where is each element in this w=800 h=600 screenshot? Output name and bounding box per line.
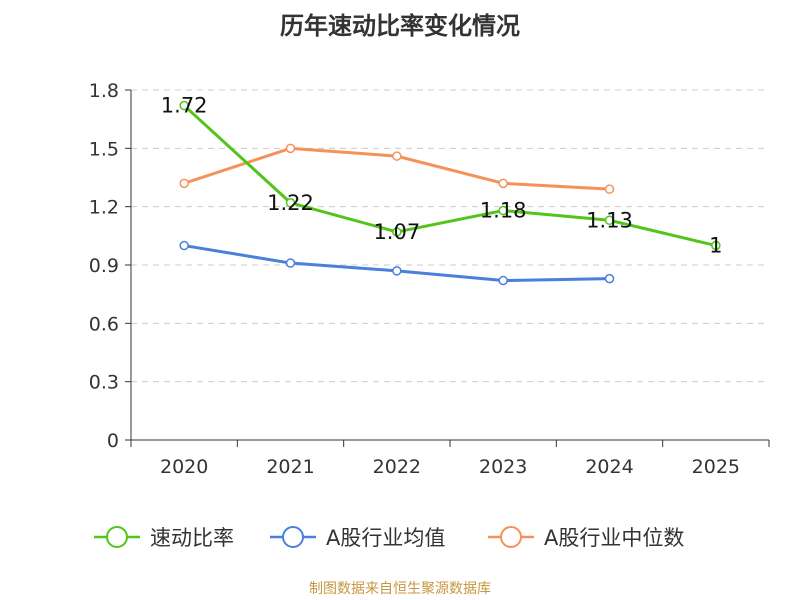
series-line [183,104,717,248]
data-point [498,275,508,286]
x-tick-label: 2024 [585,456,633,478]
data-label: 1 [709,234,722,258]
data-point [711,240,721,251]
data-point [179,100,189,111]
data-label: 1.72 [161,94,208,118]
data-point [604,215,615,226]
data-point [392,266,402,276]
y-tick-label: 0.3 [89,372,119,394]
data-point [285,143,296,154]
x-tick-label: 2020 [160,456,208,478]
data-point [604,273,615,284]
data-point [392,227,402,237]
legend-marker [500,526,522,548]
data-point [498,205,508,216]
data-label: 1.13 [586,208,633,232]
x-tick-label: 2022 [373,456,421,478]
y-tick-label: 0 [107,430,119,452]
y-tick-label: 1.5 [89,138,119,160]
chart-title: 历年速动比率变化情况 [280,12,520,40]
y-tick-label: 1.2 [89,197,119,219]
data-point [285,258,296,268]
legend-label: A股行业中位数 [544,526,684,550]
data-point [498,178,508,189]
data-point [392,151,402,161]
data-point [179,240,189,251]
x-tick-label: 2025 [692,456,740,478]
x-tick-label: 2021 [266,456,314,478]
y-tick-label: 0.6 [89,313,119,335]
legend-marker [282,526,304,548]
data-label: 1.18 [480,199,527,223]
data-label: 1.07 [373,220,420,244]
data-point [285,198,296,208]
data-point [604,184,615,194]
legend-marker [106,526,128,548]
legend-label: 速动比率 [150,526,234,550]
legend-label: A股行业均值 [326,526,445,550]
data-label: 1.22 [267,191,314,215]
y-tick-label: 0.9 [89,255,119,277]
source-note: 制图数据来自恒生聚源数据库 [309,581,491,597]
data-point [179,178,189,189]
y-tick-label: 1.8 [89,80,119,102]
x-tick-label: 2023 [479,456,527,478]
